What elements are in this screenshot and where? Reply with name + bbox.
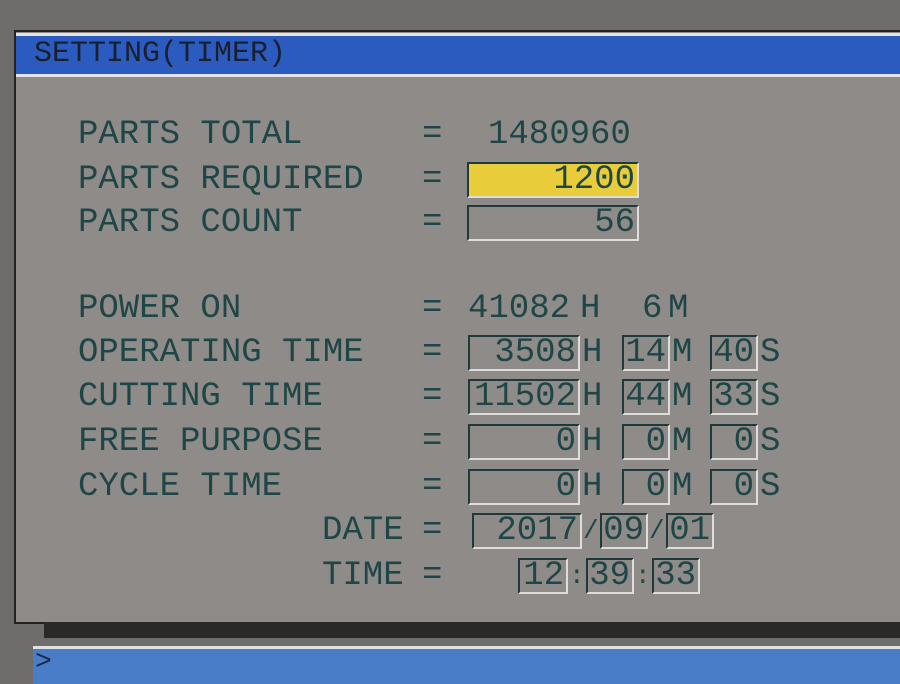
equals: =	[422, 334, 443, 372]
power-on-minutes: 6	[642, 290, 663, 328]
minutes-unit: M	[668, 290, 689, 328]
power-on-label: POWER ON	[78, 290, 242, 328]
parts-count-label: PARTS COUNT	[78, 204, 303, 242]
seconds-unit: S	[760, 334, 781, 372]
hours-unit: H	[582, 423, 603, 461]
power-on-hours: 41082	[468, 290, 571, 328]
cycle-time-label: CYCLE TIME	[78, 468, 283, 506]
equals: =	[422, 204, 443, 242]
parts-required-label: PARTS REQUIRED	[78, 161, 364, 199]
date-year-field[interactable]: 2017	[472, 513, 582, 549]
free-minutes-field[interactable]: 0	[622, 424, 670, 460]
free-hours-field[interactable]: 0	[468, 424, 580, 460]
cycle-minutes-field[interactable]: 0	[622, 469, 670, 505]
cutting-hours-field[interactable]: 11502	[468, 379, 580, 415]
date-label: DATE	[322, 512, 404, 550]
equals: =	[422, 290, 443, 328]
equals: =	[422, 161, 443, 199]
cutting-minutes-field[interactable]: 44	[622, 379, 670, 415]
seconds-unit: S	[760, 378, 781, 416]
seconds-unit: S	[760, 423, 781, 461]
time-hour-field[interactable]: 12	[518, 558, 568, 594]
panel-shadow	[44, 622, 900, 638]
hours-unit: H	[582, 334, 603, 372]
screen-title-bar: SETTING(TIMER)	[16, 33, 900, 77]
date-separator: /	[649, 516, 665, 546]
operating-seconds-field[interactable]: 40	[710, 335, 758, 371]
cycle-hours-field[interactable]: 0	[468, 469, 580, 505]
equals: =	[422, 423, 443, 461]
operating-time-label: OPERATING TIME	[78, 334, 364, 372]
prompt-symbol: >	[35, 647, 52, 678]
time-second-field[interactable]: 33	[652, 558, 700, 594]
hours-unit: H	[582, 468, 603, 506]
minutes-unit: M	[672, 423, 693, 461]
free-time-label: FREE PURPOSE	[78, 423, 323, 461]
cycle-seconds-field[interactable]: 0	[710, 469, 758, 505]
command-input-line[interactable]: >	[33, 646, 900, 684]
timer-setting-panel	[14, 30, 900, 624]
time-minute-field[interactable]: 39	[586, 558, 634, 594]
equals: =	[422, 512, 443, 550]
operating-hours-field[interactable]: 3508	[468, 335, 580, 371]
date-separator: /	[583, 516, 599, 546]
seconds-unit: S	[760, 468, 781, 506]
screen-title: SETTING(TIMER)	[34, 37, 287, 71]
hours-unit: H	[580, 290, 601, 328]
date-day-field[interactable]: 01	[666, 513, 714, 549]
time-separator: :	[635, 561, 651, 591]
cutting-time-label: CUTTING TIME	[78, 378, 323, 416]
date-month-field[interactable]: 09	[600, 513, 648, 549]
time-separator: :	[569, 561, 585, 591]
minutes-unit: M	[672, 334, 693, 372]
equals: =	[422, 557, 443, 595]
time-label: TIME	[322, 557, 404, 595]
equals: =	[422, 116, 443, 154]
cutting-seconds-field[interactable]: 33	[710, 379, 758, 415]
parts-total-value: 1480960	[488, 116, 631, 154]
hours-unit: H	[582, 378, 603, 416]
minutes-unit: M	[672, 468, 693, 506]
operating-minutes-field[interactable]: 14	[622, 335, 670, 371]
parts-required-field[interactable]: 1200	[467, 162, 639, 198]
free-seconds-field[interactable]: 0	[710, 424, 758, 460]
parts-count-field[interactable]: 56	[467, 205, 639, 241]
equals: =	[422, 468, 443, 506]
equals: =	[422, 378, 443, 416]
minutes-unit: M	[672, 378, 693, 416]
parts-total-label: PARTS TOTAL	[78, 116, 303, 154]
